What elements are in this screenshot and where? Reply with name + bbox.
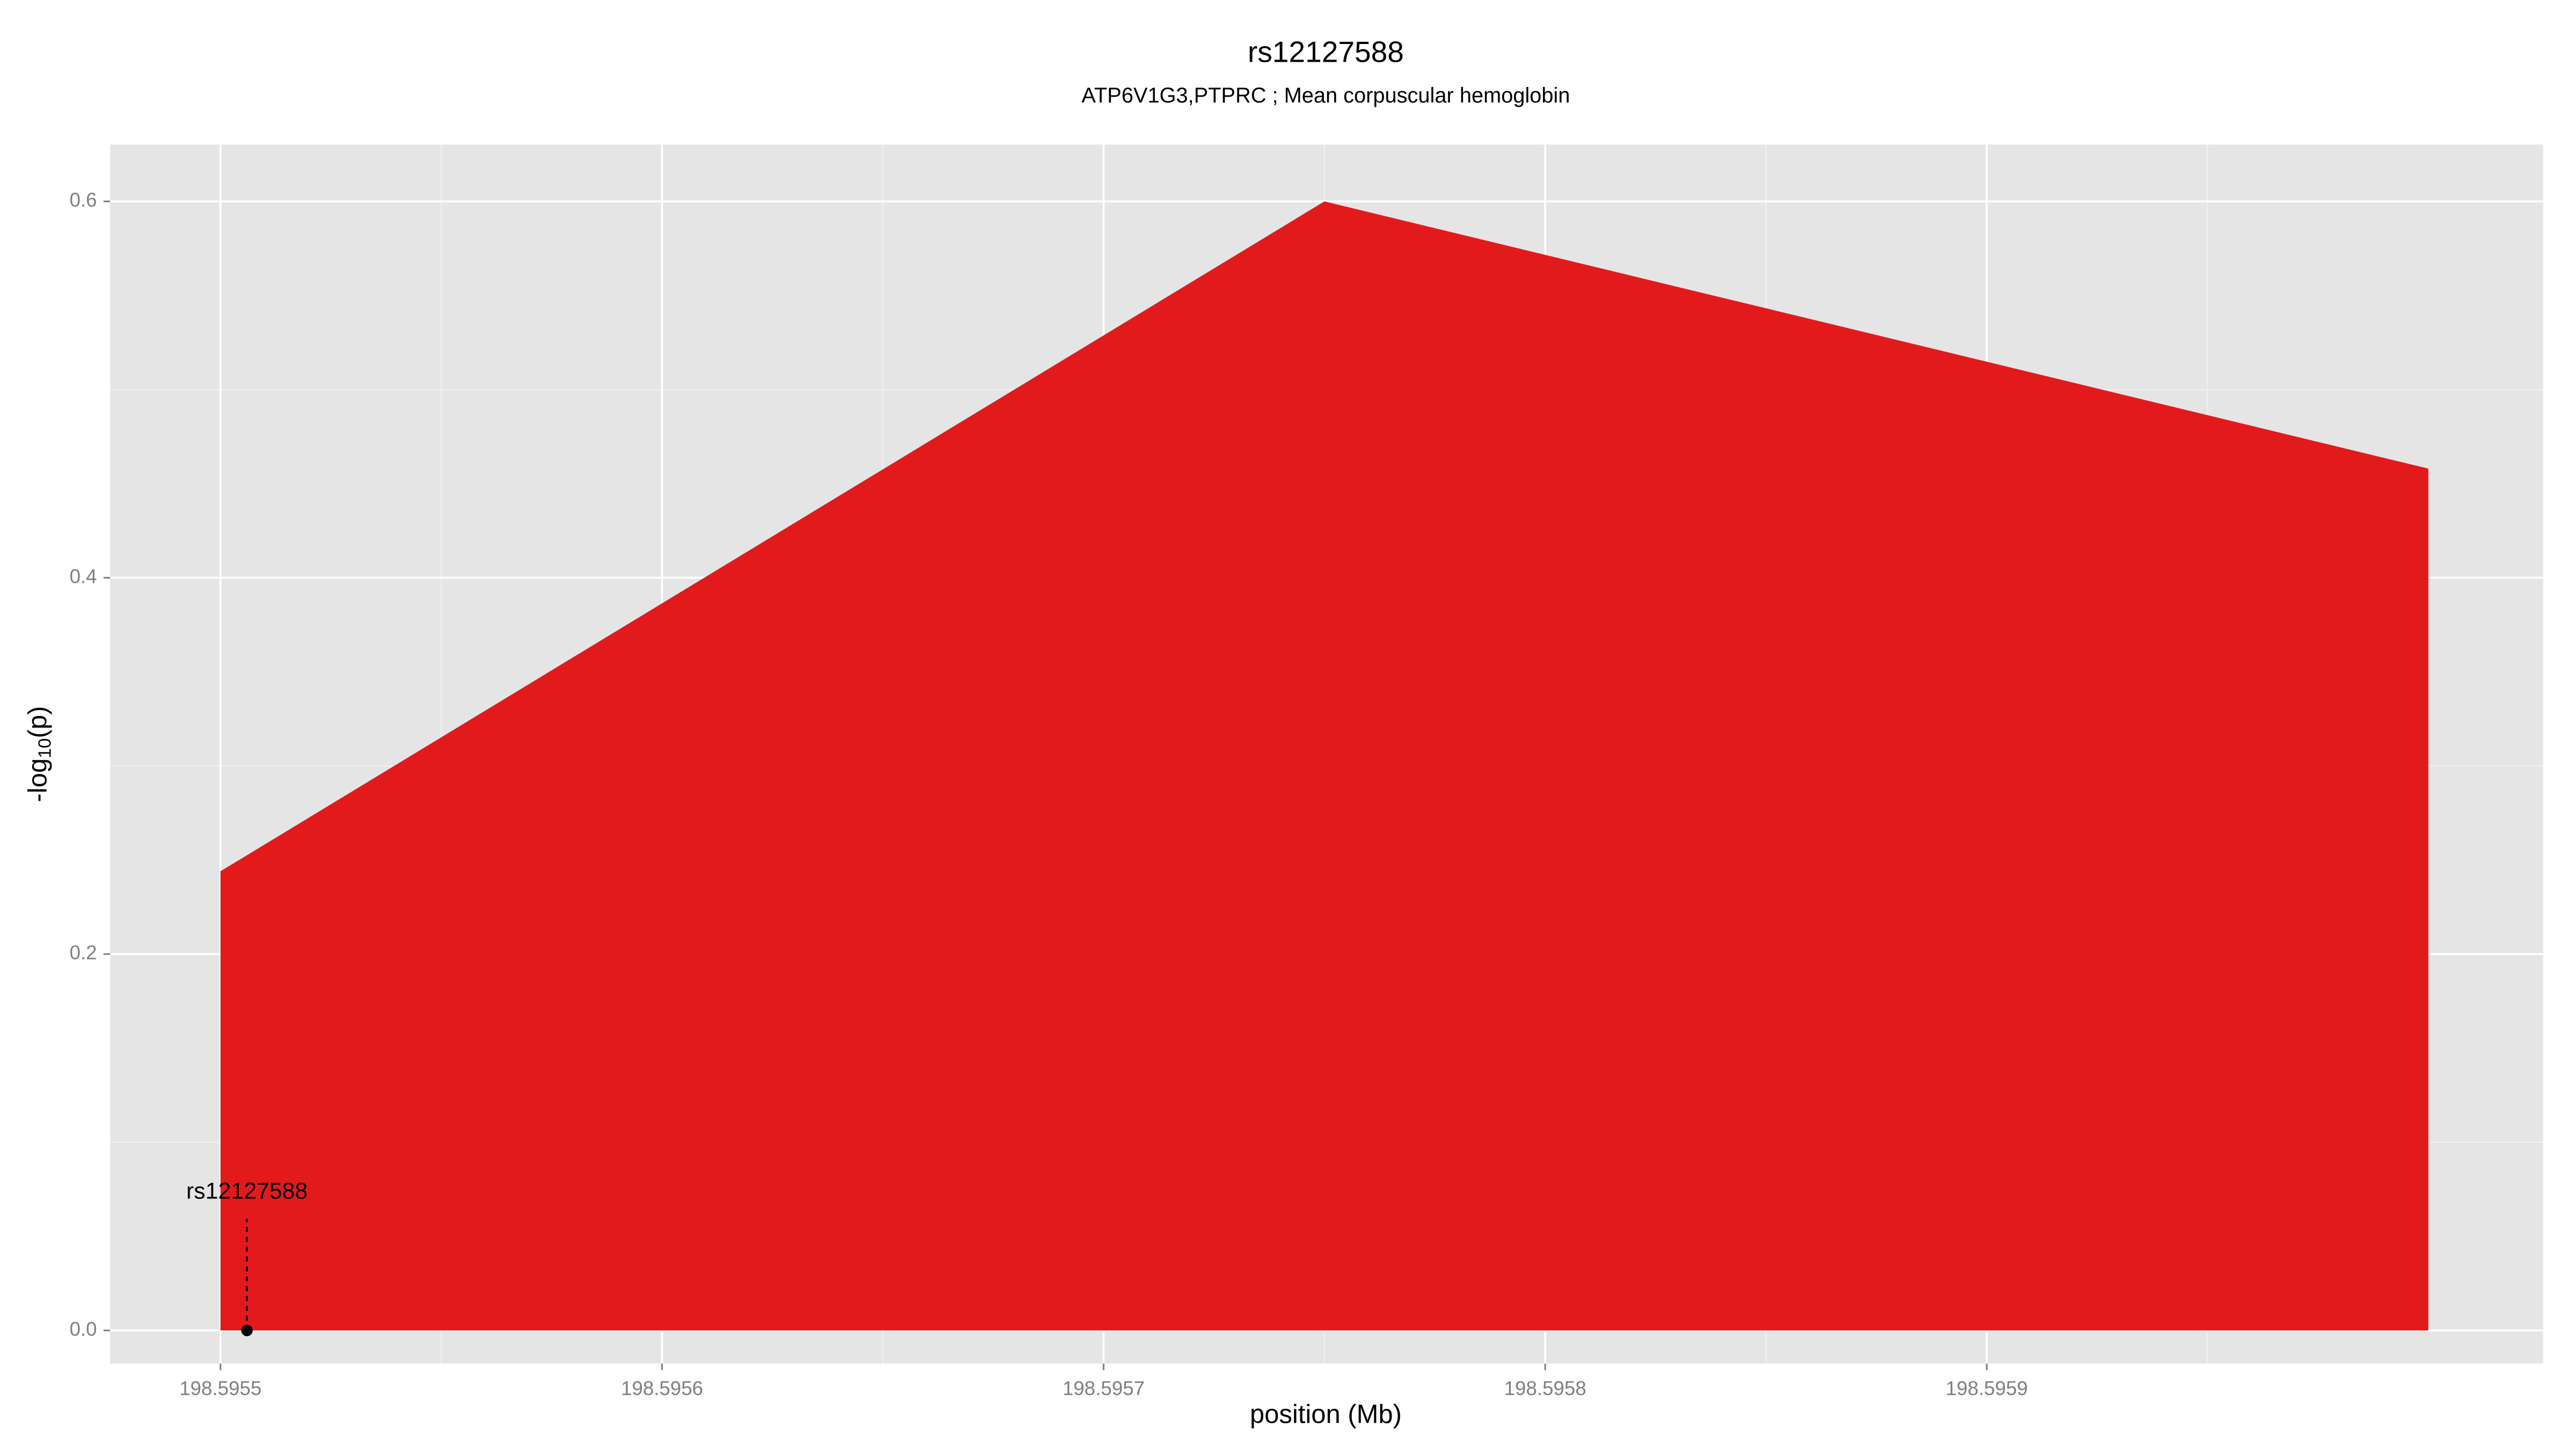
x-tick-label: 198.5957 — [1063, 1377, 1145, 1399]
chart-subtitle: ATP6V1G3,PTPRC ; Mean corpuscular hemogl… — [1081, 84, 1570, 107]
y-axis-title: -log10(p) — [23, 706, 55, 802]
y-tick-label: 0.6 — [70, 189, 97, 211]
chart-title: rs12127588 — [1248, 35, 1404, 69]
x-tick-label: 198.5955 — [179, 1377, 261, 1399]
x-axis-title: position (Mb) — [1250, 1400, 1402, 1429]
y-tick-label: 0.0 — [70, 1318, 97, 1340]
x-tick-label: 198.5958 — [1504, 1377, 1586, 1399]
annotation-point — [241, 1324, 253, 1336]
x-tick-label: 198.5956 — [621, 1377, 703, 1399]
annotation-label: rs12127588 — [186, 1178, 308, 1204]
area — [220, 201, 2428, 1331]
y-axis-title-subscript: 10 — [35, 738, 55, 758]
marks: rs12127588 — [186, 201, 2428, 1336]
x-tick-label: 198.5959 — [1945, 1377, 2028, 1399]
y-axis-title-suffix: (p) — [23, 706, 52, 738]
y-tick-label: 0.2 — [70, 942, 97, 964]
y-tick-label: 0.4 — [70, 565, 97, 587]
y-axis-title-prefix: -log — [23, 758, 52, 802]
